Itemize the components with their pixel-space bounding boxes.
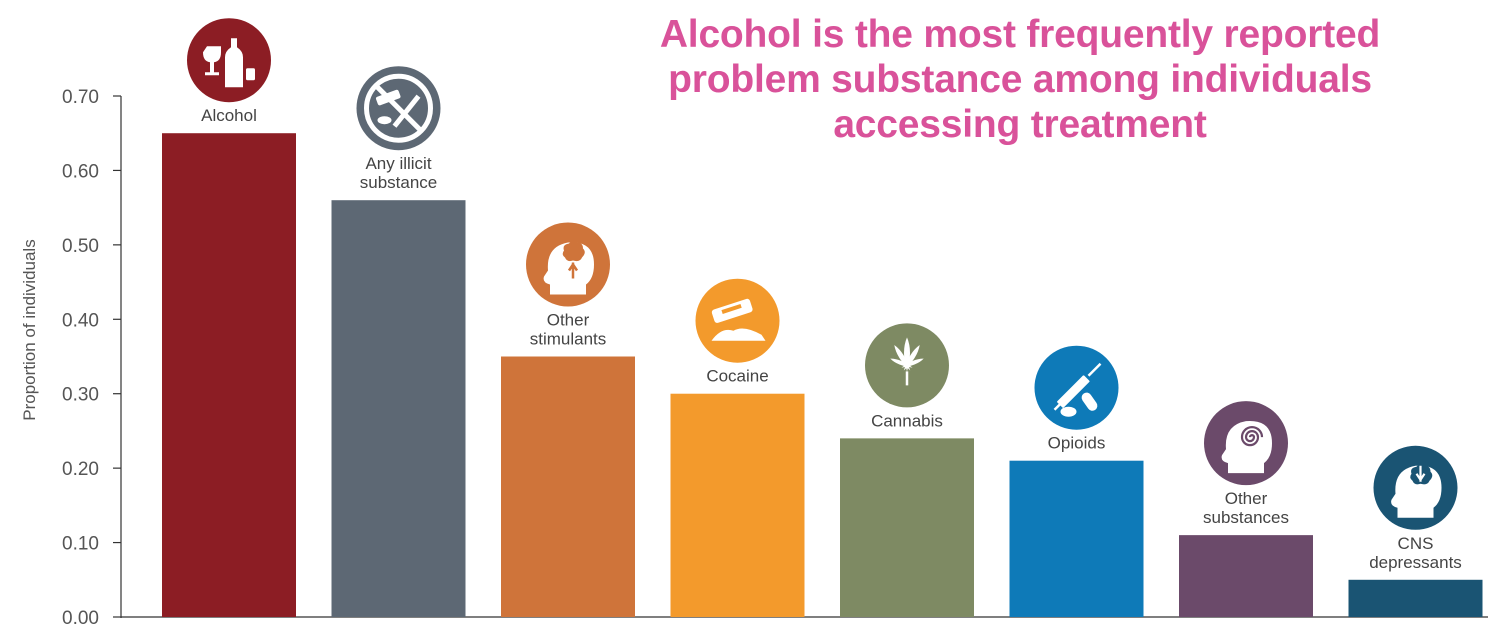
- wine-bottle-glass-icon: [187, 18, 271, 103]
- bar-cannabis: [840, 438, 974, 617]
- razor-powder-icon: [695, 278, 780, 363]
- y-tick-label: 0.20: [62, 459, 99, 480]
- y-tick-label: 0.10: [62, 534, 99, 555]
- category-label: Cocaine: [706, 367, 768, 386]
- no-drugs-icon: [356, 66, 441, 151]
- bar-other-substances: [1179, 535, 1313, 617]
- category-label: substance: [360, 173, 438, 192]
- category-label: Opioids: [1048, 434, 1106, 453]
- bar-cns-depressants: [1348, 579, 1483, 617]
- spiral-head-icon: [1204, 401, 1288, 486]
- category-label: Other: [547, 311, 590, 330]
- category-label: Other: [1225, 489, 1268, 508]
- y-tick-label: 0.00: [62, 608, 99, 624]
- y-tick-label: 0.70: [62, 87, 99, 108]
- bar-other-stimulants: [501, 356, 635, 617]
- y-axis-label: Proportion of individuals: [20, 239, 39, 421]
- bar-opioids: [1009, 460, 1144, 617]
- bar-any-illicit-substance: [331, 200, 466, 617]
- chart-title: Alcohol is the most frequently reported …: [659, 13, 1381, 146]
- bar-cocaine: [670, 393, 805, 617]
- category-label: Alcohol: [201, 106, 257, 125]
- category-label: depressants: [1369, 553, 1462, 572]
- brain-depressant-icon: [1373, 445, 1458, 530]
- category-label: Any illicit: [365, 154, 431, 173]
- category-label: substances: [1203, 508, 1289, 527]
- y-tick-label: 0.60: [62, 161, 99, 182]
- category-label: stimulants: [530, 330, 607, 349]
- syringe-pills-icon: [1034, 345, 1119, 430]
- y-tick-label: 0.50: [62, 236, 99, 257]
- y-tick-label: 0.30: [62, 385, 99, 406]
- bar-alcohol: [162, 133, 296, 617]
- category-label: Cannabis: [871, 411, 943, 430]
- brain-stimulant-icon: [526, 222, 610, 307]
- category-label: CNS: [1398, 534, 1434, 553]
- y-tick-label: 0.40: [62, 310, 99, 331]
- cannabis-leaf-icon: [865, 323, 949, 408]
